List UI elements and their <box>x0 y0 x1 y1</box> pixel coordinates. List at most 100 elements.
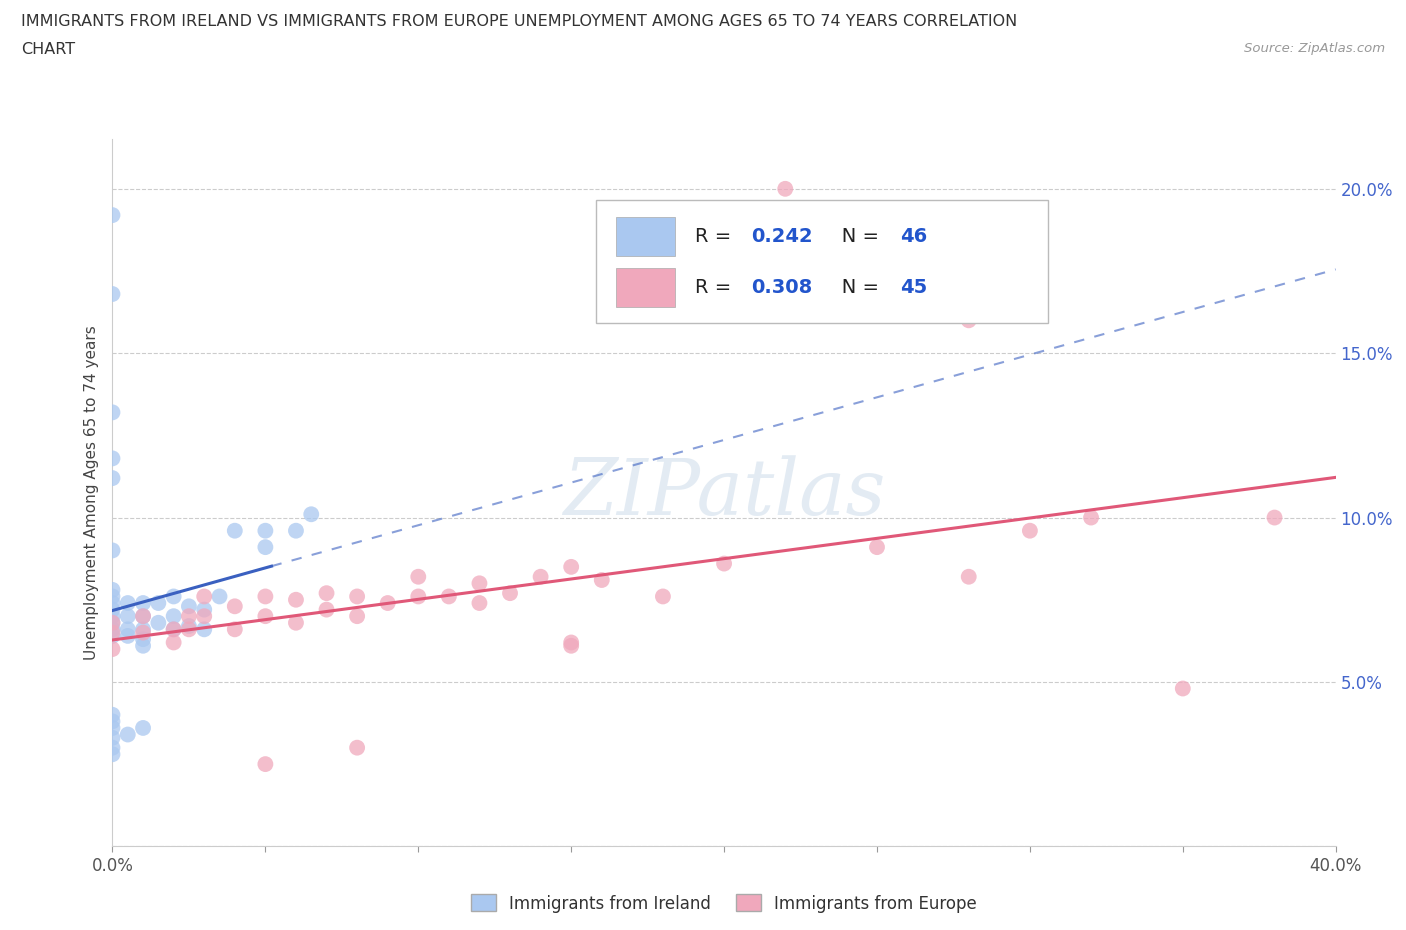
Point <box>346 589 368 604</box>
Bar <box>616 218 675 256</box>
Point <box>284 616 308 631</box>
Point <box>101 721 124 736</box>
Point <box>117 622 139 637</box>
Point <box>652 589 675 604</box>
Point <box>101 609 124 624</box>
Point <box>132 622 155 637</box>
Text: 0.242: 0.242 <box>751 227 813 246</box>
Text: 46: 46 <box>900 227 928 246</box>
Point <box>346 609 368 624</box>
Point <box>866 539 889 554</box>
Point <box>101 642 124 657</box>
Point <box>101 622 124 637</box>
Text: IMMIGRANTS FROM IRELAND VS IMMIGRANTS FROM EUROPE UNEMPLOYMENT AMONG AGES 65 TO : IMMIGRANTS FROM IRELAND VS IMMIGRANTS FR… <box>21 14 1018 29</box>
Point <box>148 595 170 610</box>
Point <box>208 589 231 604</box>
Point <box>101 747 124 762</box>
Point <box>101 543 124 558</box>
Point <box>117 595 139 610</box>
Point <box>530 569 553 584</box>
Point <box>957 312 980 327</box>
Point <box>408 589 430 604</box>
Point <box>132 609 155 624</box>
Point <box>132 638 155 653</box>
Point <box>101 616 124 631</box>
Point <box>101 616 124 631</box>
Point <box>193 589 215 604</box>
Point <box>957 569 980 584</box>
Point <box>101 405 124 419</box>
Point <box>224 622 246 637</box>
Point <box>499 586 522 601</box>
Point <box>163 589 186 604</box>
Point <box>101 730 124 745</box>
Point <box>117 609 139 624</box>
Point <box>132 609 155 624</box>
Point <box>299 507 322 522</box>
Point <box>1080 511 1102 525</box>
Point <box>117 629 139 644</box>
Point <box>560 638 582 653</box>
Point <box>101 471 124 485</box>
Point <box>163 609 186 624</box>
Point <box>148 616 170 631</box>
Point <box>437 589 460 604</box>
Text: Source: ZipAtlas.com: Source: ZipAtlas.com <box>1244 42 1385 55</box>
Point <box>224 524 246 538</box>
FancyBboxPatch shape <box>596 200 1049 324</box>
Text: N =: N = <box>823 278 886 297</box>
Text: 45: 45 <box>900 278 928 297</box>
Point <box>132 595 155 610</box>
Text: ZIPatlas: ZIPatlas <box>562 455 886 531</box>
Point <box>177 618 200 633</box>
Text: R =: R = <box>695 227 737 246</box>
Point <box>101 708 124 723</box>
Point <box>560 560 582 575</box>
Point <box>177 622 200 637</box>
Point <box>101 582 124 597</box>
Point <box>284 524 308 538</box>
Point <box>193 609 215 624</box>
Point <box>101 740 124 755</box>
Point <box>254 609 277 624</box>
Point <box>101 602 124 617</box>
Point <box>315 586 337 601</box>
Point <box>101 629 124 644</box>
Point <box>193 602 215 617</box>
Point <box>254 589 277 604</box>
Point <box>117 727 139 742</box>
Y-axis label: Unemployment Among Ages 65 to 74 years: Unemployment Among Ages 65 to 74 years <box>83 326 98 660</box>
Point <box>101 207 124 222</box>
Point <box>224 599 246 614</box>
Point <box>408 569 430 584</box>
Point <box>1018 524 1040 538</box>
Point <box>1264 511 1286 525</box>
Point <box>254 757 277 772</box>
Point <box>101 595 124 610</box>
Point <box>713 556 735 571</box>
Point <box>101 286 124 301</box>
Point <box>101 451 124 466</box>
Point <box>177 609 200 624</box>
Point <box>132 631 155 646</box>
Point <box>560 635 582 650</box>
Point <box>468 576 491 591</box>
Point <box>193 622 215 637</box>
Point <box>163 622 186 637</box>
Point <box>315 602 337 617</box>
Point <box>101 589 124 604</box>
Point <box>775 181 797 196</box>
Point <box>163 635 186 650</box>
Point <box>132 625 155 640</box>
Point <box>101 625 124 640</box>
Point <box>163 622 186 637</box>
Bar <box>616 268 675 307</box>
Point <box>177 599 200 614</box>
Point <box>468 595 491 610</box>
Legend: Immigrants from Ireland, Immigrants from Europe: Immigrants from Ireland, Immigrants from… <box>464 888 984 919</box>
Point <box>377 595 399 610</box>
Text: CHART: CHART <box>21 42 75 57</box>
Text: R =: R = <box>695 278 737 297</box>
Point <box>1171 681 1194 696</box>
Text: 0.308: 0.308 <box>751 278 813 297</box>
